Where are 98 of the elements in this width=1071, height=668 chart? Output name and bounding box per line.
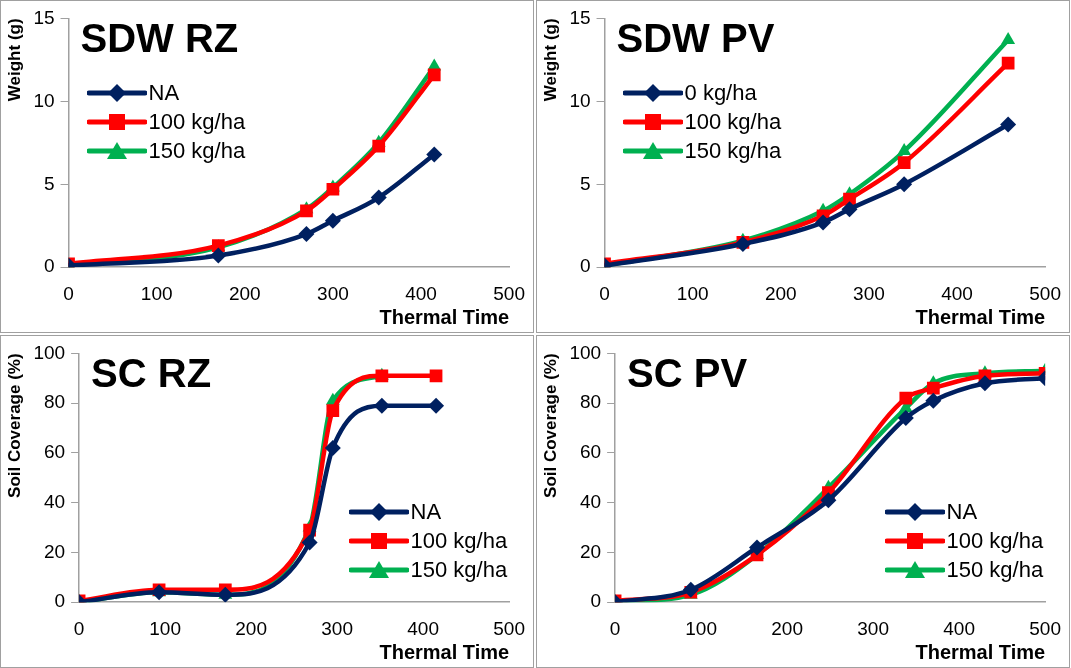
y-tick-label: 0 <box>54 590 66 612</box>
y-tick-label: 20 <box>579 540 602 562</box>
point <box>925 392 942 409</box>
point <box>1000 116 1017 133</box>
point <box>426 146 443 163</box>
y-tick-label: 80 <box>43 391 66 413</box>
x-tick-label: 400 <box>941 282 973 304</box>
x-tick-label: 400 <box>407 617 439 639</box>
x-tick-label: 500 <box>1029 282 1061 304</box>
point <box>899 391 913 405</box>
x-tick-label: 200 <box>771 617 803 639</box>
y-axis-title: Soil Coverage (%) <box>540 353 560 498</box>
legend-label: 100 kg/ha <box>684 108 782 135</box>
point <box>1001 56 1015 70</box>
point <box>897 410 914 427</box>
y-tick-label: 0 <box>579 255 591 277</box>
legend-label: 150 kg/ha <box>410 556 508 583</box>
x-tick-label: 0 <box>73 617 85 639</box>
x-axis-title: Thermal Time <box>379 640 510 663</box>
chart-title: SC RZ <box>91 351 212 397</box>
x-axis-title: Thermal Time <box>915 640 1046 663</box>
y-tick-label: 100 <box>569 341 602 363</box>
chart-title: SDW PV <box>616 16 775 62</box>
y-tick-label: 80 <box>579 391 602 413</box>
point <box>300 204 313 218</box>
x-tick-label: 400 <box>405 282 437 304</box>
point <box>841 201 858 218</box>
point <box>749 539 766 556</box>
y-tick-label: 60 <box>579 441 602 463</box>
point <box>897 156 911 170</box>
legend-label: 150 kg/ha <box>148 137 246 164</box>
point <box>210 247 227 264</box>
point <box>370 189 387 206</box>
point <box>217 586 234 603</box>
x-tick-label: 100 <box>140 282 173 304</box>
x-tick-label: 300 <box>321 617 353 639</box>
legend-label: 100 kg/ha <box>946 527 1044 554</box>
x-tick-label: 200 <box>764 282 797 304</box>
x-axis-title: Thermal Time <box>379 305 510 328</box>
legend-label: 150 kg/ha <box>684 137 782 164</box>
point <box>926 381 940 395</box>
legend-label: NA <box>148 79 180 106</box>
point <box>298 226 315 243</box>
y-axis-title: Weight (g) <box>540 18 560 102</box>
y-tick-label: 10 <box>33 89 55 111</box>
point <box>151 584 168 601</box>
y-tick-label: 0 <box>590 590 602 612</box>
point <box>326 404 340 417</box>
point <box>324 212 341 229</box>
y-tick-label: 15 <box>33 6 55 28</box>
x-tick-label: 500 <box>493 282 525 304</box>
y-tick-label: 20 <box>43 540 66 562</box>
x-tick-label: 300 <box>853 282 885 304</box>
point <box>976 375 993 392</box>
point <box>815 214 832 231</box>
y-tick-label: 15 <box>569 6 591 28</box>
x-tick-label: 100 <box>149 617 181 639</box>
x-tick-label: 200 <box>235 617 267 639</box>
legend-label: 100 kg/ha <box>410 527 508 554</box>
point <box>428 397 445 414</box>
x-tick-label: 200 <box>228 282 261 304</box>
y-axis-title: Soil Coverage (%) <box>4 353 24 498</box>
x-tick-label: 400 <box>943 617 975 639</box>
x-tick-label: 300 <box>857 617 889 639</box>
y-tick-label: 5 <box>43 172 55 194</box>
x-axis-title: Thermal Time <box>915 305 1046 328</box>
point <box>897 143 912 156</box>
x-tick-label: 500 <box>493 617 525 639</box>
legend-label: 100 kg/ha <box>148 108 246 135</box>
x-tick-label: 500 <box>1029 617 1061 639</box>
y-axis-title: Weight (g) <box>4 18 24 102</box>
point <box>896 176 913 193</box>
y-tick-label: 5 <box>579 172 591 194</box>
chart-title: SDW RZ <box>80 16 239 62</box>
point <box>301 534 318 551</box>
point <box>326 182 340 196</box>
legend-label: 150 kg/ha <box>946 556 1044 583</box>
chart-title: SC PV <box>627 351 748 397</box>
y-tick-label: 100 <box>33 341 66 363</box>
point <box>373 397 390 414</box>
x-tick-label: 300 <box>317 282 349 304</box>
point <box>682 581 699 598</box>
y-tick-label: 0 <box>43 255 55 277</box>
legend-label: 0 kg/ha <box>684 79 757 106</box>
legend-label: NA <box>410 498 442 525</box>
y-tick-label: 40 <box>579 490 602 512</box>
y-tick-label: 40 <box>43 490 66 512</box>
y-tick-label: 60 <box>43 441 66 463</box>
x-tick-label: 0 <box>609 617 621 639</box>
point <box>324 439 341 456</box>
point <box>372 139 386 153</box>
y-tick-label: 10 <box>569 89 591 111</box>
point <box>429 369 443 383</box>
legend-label: NA <box>946 498 978 525</box>
point <box>820 492 837 509</box>
point <box>427 68 441 82</box>
x-tick-label: 100 <box>685 617 717 639</box>
x-tick-label: 100 <box>676 282 709 304</box>
